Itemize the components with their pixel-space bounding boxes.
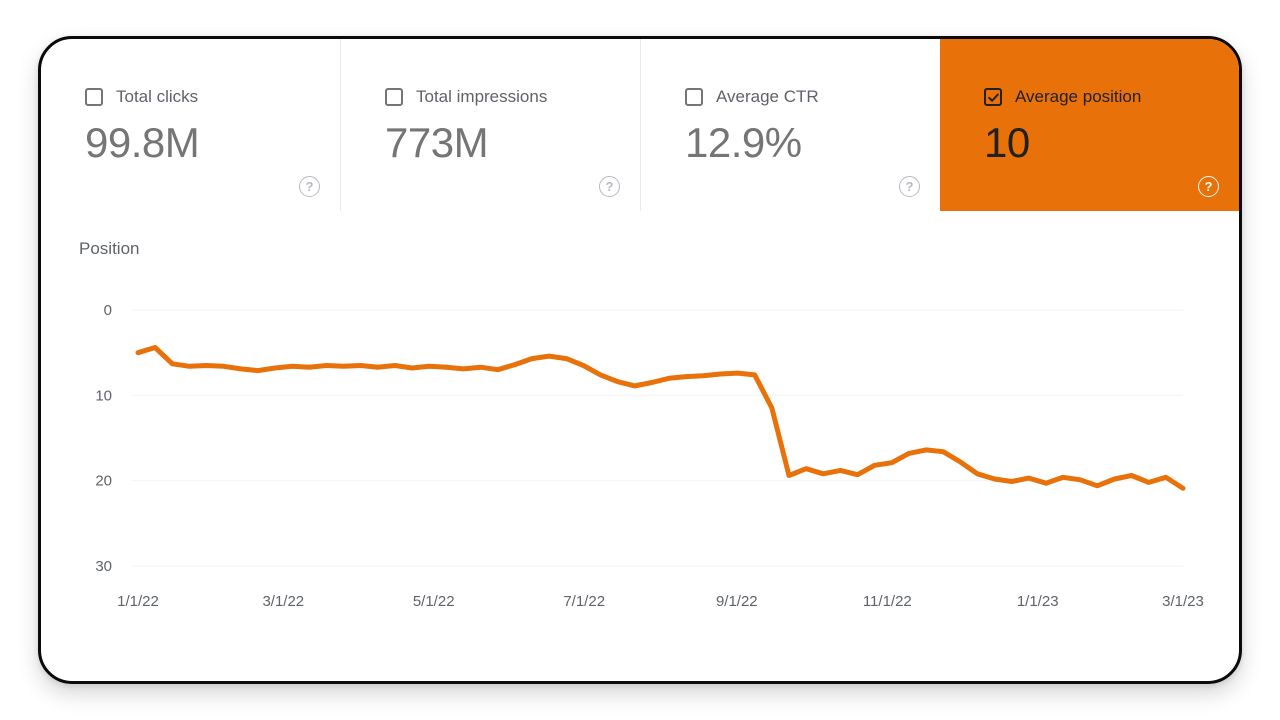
metric-label: Total impressions [416, 87, 548, 106]
svg-text:9/1/22: 9/1/22 [716, 593, 758, 610]
metric-card-header: Total clicks [85, 87, 320, 107]
chart-section: Position 0 10 20 30 1/1/22 3/1/22 5/1/22 7/1/22… [41, 211, 1239, 625]
chart-axis-title: Position [79, 239, 140, 258]
help-icon[interactable]: ? [299, 176, 320, 197]
metric-card-average-position[interactable]: Average position 10 ? [940, 39, 1239, 211]
metric-value: 10 [984, 119, 1030, 166]
metric-card-header: Average position [984, 87, 1219, 107]
metric-card-average-ctr[interactable]: Average CTR 12.9% ? [640, 39, 940, 211]
performance-panel: Total clicks 99.8M ? Total impressions 7… [38, 36, 1242, 684]
metric-card-header: Total impressions [385, 87, 620, 107]
metric-card-total-clicks[interactable]: Total clicks 99.8M ? [41, 39, 340, 211]
svg-text:0: 0 [104, 302, 112, 319]
checkbox-checked-icon[interactable] [984, 88, 1002, 106]
metric-card-total-impressions[interactable]: Total impressions 773M ? [340, 39, 640, 211]
help-icon[interactable]: ? [1198, 176, 1219, 197]
svg-text:5/1/22: 5/1/22 [413, 593, 455, 610]
metric-cards-row: Total clicks 99.8M ? Total impressions 7… [41, 39, 1239, 211]
svg-text:3/1/22: 3/1/22 [262, 593, 304, 610]
svg-text:3/1/23: 3/1/23 [1162, 593, 1204, 610]
checkbox-unchecked-icon[interactable] [385, 88, 403, 106]
metric-label: Average CTR [716, 87, 819, 106]
checkbox-unchecked-icon[interactable] [85, 88, 103, 106]
metric-label: Total clicks [116, 87, 199, 106]
metric-value: 12.9% [685, 119, 802, 166]
checkbox-unchecked-icon[interactable] [685, 88, 703, 106]
metric-card-header: Average CTR [685, 87, 920, 107]
svg-text:20: 20 [95, 473, 112, 490]
svg-text:30: 30 [95, 558, 112, 575]
metric-label: Average position [1015, 87, 1142, 106]
svg-text:11/1/22: 11/1/22 [863, 593, 912, 610]
svg-text:7/1/22: 7/1/22 [563, 593, 605, 610]
metric-value: 773M [385, 119, 489, 166]
metric-value: 99.8M [85, 119, 200, 166]
svg-text:1/1/23: 1/1/23 [1017, 593, 1059, 610]
help-icon[interactable]: ? [899, 176, 920, 197]
position-chart: 0 10 20 30 1/1/22 3/1/22 5/1/22 7/1/22 9/1/22 11/… [95, 302, 1204, 610]
svg-text:10: 10 [95, 387, 112, 404]
svg-text:1/1/22: 1/1/22 [117, 593, 159, 610]
help-icon[interactable]: ? [599, 176, 620, 197]
